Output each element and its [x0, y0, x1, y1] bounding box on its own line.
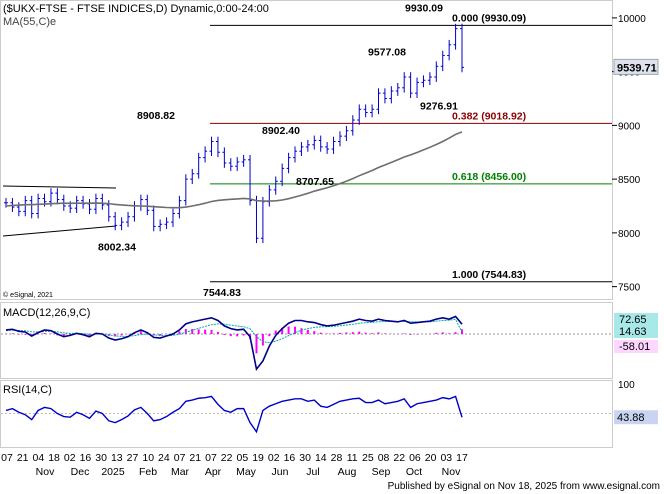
x-day-tick-label: 30 [299, 452, 311, 464]
x-day-tick-label: 06 [409, 452, 421, 464]
rsi-label: RSI(14,C) [3, 384, 52, 396]
x-month-tick-label: Nov [36, 466, 55, 478]
price-annotation: 9577.08 [368, 46, 406, 58]
x-month-tick-label: Jun [272, 466, 289, 478]
x-day-tick-label: 10 [142, 452, 154, 464]
fib-label: 0.382 (9018.92) [452, 110, 526, 122]
macd-value-badge [614, 313, 658, 326]
x-day-tick-label: 02 [268, 452, 280, 464]
x-day-tick-label: 24 [158, 452, 170, 464]
price-annotation: 8908.82 [137, 110, 175, 122]
x-month-tick-label: Apr [205, 466, 222, 478]
x-day-tick-label: 02 [64, 452, 76, 464]
rsi-value-badge [614, 410, 658, 425]
ma55-line [5, 131, 463, 209]
x-month-tick-label: Nov [442, 466, 461, 478]
macd-signal-line [5, 318, 463, 344]
rsi-value-text: 43.88 [617, 412, 645, 424]
price-annotation: 9276.91 [420, 101, 458, 113]
x-day-tick-label: 17 [456, 452, 468, 464]
price-y-tick-label: 8000 [618, 229, 641, 240]
x-month-tick-label: Feb [139, 466, 157, 478]
x-day-tick-label: 07 [205, 452, 217, 464]
price-layer: 75008000850090009500100000.000 (9930.09)… [4, 2, 659, 299]
x-day-tick-label: 25 [362, 452, 374, 464]
x-day-tick-label: 08 [378, 452, 390, 464]
macd-label: MACD(12,26,9,C) [3, 307, 90, 319]
fib-label: 0.000 (9930.09) [452, 12, 526, 24]
x-day-tick-label: 14 [315, 452, 327, 464]
price-annotation: 8707.65 [296, 176, 334, 188]
price-annotation: 8902.40 [262, 125, 300, 137]
macd-value-badge [614, 325, 658, 338]
x-day-tick-label: 03 [440, 452, 452, 464]
x-month-tick-label: May [236, 466, 257, 478]
x-day-tick-label: 22 [393, 452, 405, 464]
trendline-lower [2, 225, 117, 237]
x-month-tick-label: Jul [306, 466, 319, 478]
x-day-tick-label: 30 [95, 452, 107, 464]
x-month-tick-label: Aug [338, 466, 357, 478]
x-day-tick-label: 16 [284, 452, 296, 464]
x-month-tick-label: Dec [71, 466, 90, 478]
rsi-y-tick-label: 100 [618, 380, 635, 391]
x-month-tick-label: Mar [171, 466, 190, 478]
x-day-tick-label: 18 [48, 452, 60, 464]
fib-label: 1.000 (7544.83) [452, 269, 526, 281]
x-month-tick-label: 2025 [101, 466, 125, 478]
rsi-layer: 5010043.88 [1, 380, 658, 434]
x-day-tick-label: 07 [1, 452, 13, 464]
price-y-tick-label: 10000 [618, 14, 646, 25]
price-y-tick-label: 9000 [618, 121, 641, 132]
x-day-tick-label: 07 [174, 452, 186, 464]
price-annotation: 9930.09 [405, 2, 443, 14]
macd-value-text: -58.01 [619, 341, 650, 353]
x-month-tick-label: Sep [372, 466, 391, 478]
macd-line [5, 315, 463, 371]
x-month-tick-label: Oct [406, 466, 422, 478]
x-day-tick-label: 13 [111, 452, 123, 464]
macd-panel-frame [0, 302, 613, 379]
rsi-panel-frame [0, 380, 613, 448]
x-day-tick-label: 21 [189, 452, 201, 464]
last-price-badge [613, 58, 659, 75]
x-day-tick-label: 28 [331, 452, 343, 464]
fib-label: 0.618 (8456.00) [452, 171, 526, 183]
x-day-tick-label: 11 [347, 452, 358, 464]
x-day-tick-label: 19 [252, 452, 264, 464]
x-day-tick-label: 21 [17, 452, 29, 464]
price-y-tick-label: 7500 [618, 283, 641, 294]
x-day-tick-label: 22 [221, 452, 233, 464]
copyright: © eSignal, 2021 [3, 291, 53, 299]
trendline-upper [2, 185, 117, 189]
footer-text: Published by eSignal on Nov 18, 2025 fro… [388, 481, 660, 492]
price-panel-frame [0, 0, 613, 300]
ma-label: MA(55,C)e [3, 16, 56, 28]
last-price-value: 9539.71 [617, 62, 657, 74]
macd-value-text: 14.63 [619, 326, 647, 338]
x-day-tick-label: 04 [33, 452, 45, 464]
x-day-tick-label: 16 [80, 452, 92, 464]
rsi-line [5, 395, 463, 434]
x-day-tick-label: 20 [425, 452, 437, 464]
chart-title: ($UKX-FTSE - FTSE INDICES,D) Dynamic,0:0… [3, 3, 269, 15]
price-y-tick-label: 8500 [618, 175, 641, 186]
x-day-tick-label: 27 [127, 452, 139, 464]
x-day-tick-label: 05 [237, 452, 249, 464]
price-annotation: 8002.34 [98, 242, 136, 254]
axis-layer: 07 21 04 18 02 16 30 13 27 10 24 07 21 07 22 05 19 02 16 30… [1, 452, 468, 478]
price-annotation: 7544.83 [203, 287, 241, 299]
macd-value-text: 72.65 [619, 314, 647, 326]
macd-value-badge [614, 340, 658, 353]
